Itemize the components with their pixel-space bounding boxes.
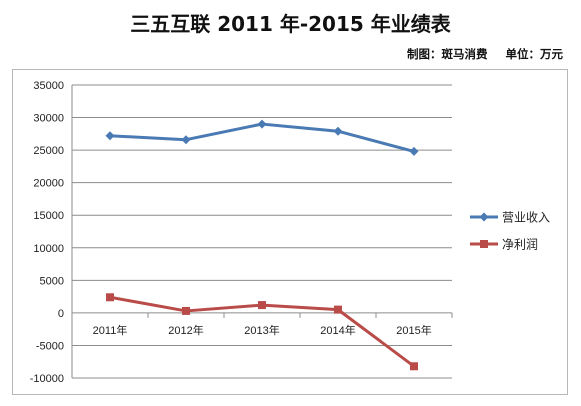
- chart-credits: 制图：斑马消费 单位：万元: [393, 46, 563, 62]
- legend-label: 净利润: [502, 238, 538, 252]
- y-tick-label: -5000: [36, 340, 64, 352]
- data-point-net-profit: [334, 305, 342, 314]
- maker-label: 制图：斑马消费: [406, 47, 488, 61]
- chart-title: 三五互联 2011 年-2015 年业绩表: [130, 12, 451, 36]
- y-tick-label: 10000: [33, 243, 64, 255]
- data-point-revenue: [181, 135, 191, 145]
- x-tick-label: 2015年: [396, 323, 431, 337]
- y-tick-label: 25000: [33, 145, 64, 157]
- data-point-net-profit: [106, 293, 114, 302]
- data-point-revenue: [333, 126, 343, 136]
- y-tick-label: 30000: [33, 113, 64, 125]
- legend-label: 营业收入: [502, 211, 550, 225]
- y-tick-label: 20000: [33, 178, 64, 190]
- data-point-net-profit: [258, 301, 266, 310]
- legend-marker: [479, 212, 489, 222]
- y-tick-label: 35000: [33, 80, 64, 92]
- data-point-revenue: [409, 146, 419, 156]
- x-tick-label: 2012年: [168, 323, 203, 337]
- unit-label: 单位：万元: [505, 47, 564, 61]
- y-tick-label: 5000: [40, 275, 64, 287]
- y-tick-label: 15000: [33, 210, 64, 222]
- legend-marker: [480, 240, 488, 248]
- data-point-revenue: [105, 131, 115, 141]
- y-tick-label: -10000: [30, 373, 64, 385]
- data-point-revenue: [257, 119, 267, 129]
- x-tick-label: 2013年: [244, 323, 279, 337]
- y-tick-label: 0: [58, 308, 64, 320]
- chart-frame: [12, 69, 568, 395]
- x-tick-label: 2011年: [93, 323, 128, 337]
- x-tick-label: 2014年: [320, 323, 355, 337]
- data-point-net-profit: [182, 306, 190, 315]
- data-point-net-profit: [410, 362, 418, 371]
